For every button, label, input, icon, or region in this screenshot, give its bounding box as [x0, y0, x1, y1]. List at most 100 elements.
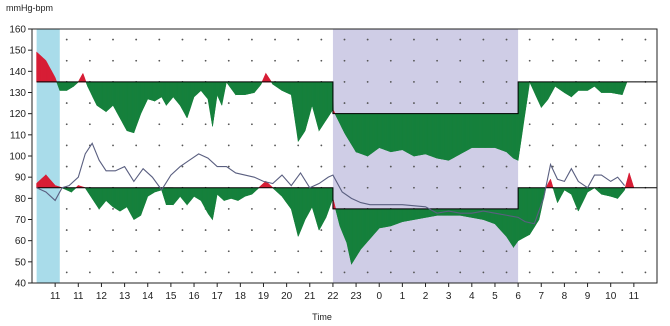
grid-dot	[158, 102, 160, 104]
grid-dot	[598, 60, 600, 62]
grid-dot	[274, 272, 276, 274]
x-tick-label: 2	[423, 291, 429, 302]
grid-dot	[552, 145, 554, 147]
grid-dot	[367, 102, 369, 104]
x-tick-label: 17	[212, 291, 224, 302]
grid-dot	[112, 123, 114, 125]
grid-dot	[506, 39, 508, 41]
grid-dot	[552, 39, 554, 41]
grid-dot	[390, 229, 392, 231]
grid-dot	[158, 123, 160, 125]
y-tick-label: 40	[15, 279, 27, 290]
grid-dot	[436, 166, 438, 168]
x-tick-label: 15	[165, 291, 177, 302]
grid-dot	[251, 208, 253, 210]
grid-dot	[66, 229, 68, 231]
grid-dot	[158, 272, 160, 274]
grid-dot	[297, 166, 299, 168]
grid-dot	[251, 123, 253, 125]
grid-dot	[344, 60, 346, 62]
grid-dot	[112, 272, 114, 274]
grid-dot	[413, 187, 415, 189]
grid-dot	[182, 250, 184, 252]
grid-dot	[158, 208, 160, 210]
grid-dot	[320, 272, 322, 274]
grid-dot	[598, 123, 600, 125]
grid-dot	[135, 250, 137, 252]
grid-dot	[320, 229, 322, 231]
grid-dot	[621, 166, 623, 168]
grid-dot	[205, 39, 207, 41]
x-tick-label: 10	[605, 291, 617, 302]
grid-dot	[344, 39, 346, 41]
y-tick-label: 80	[15, 194, 27, 205]
grid-dot	[506, 166, 508, 168]
grid-dot	[228, 272, 230, 274]
grid-dot	[135, 166, 137, 168]
grid-dot	[598, 166, 600, 168]
grid-dot	[413, 81, 415, 83]
grid-dot	[297, 250, 299, 252]
grid-dot	[89, 102, 91, 104]
grid-dot	[344, 81, 346, 83]
grid-dot	[344, 272, 346, 274]
grid-dot	[228, 250, 230, 252]
grid-dot	[228, 123, 230, 125]
y-tick-label: 50	[15, 257, 27, 268]
grid-dot	[621, 145, 623, 147]
grid-dot	[645, 123, 647, 125]
grid-dot	[251, 272, 253, 274]
grid-dot	[575, 102, 577, 104]
grid-dot	[552, 102, 554, 104]
grid-dot	[436, 102, 438, 104]
grid-dot	[228, 145, 230, 147]
grid-dot	[621, 39, 623, 41]
grid-dot	[274, 229, 276, 231]
grid-dot	[251, 60, 253, 62]
grid-dot	[274, 145, 276, 147]
grid-dot	[645, 102, 647, 104]
grid-dot	[459, 187, 461, 189]
y-tick-label: 70	[15, 215, 27, 226]
grid-dot	[135, 145, 137, 147]
grid-dot	[552, 250, 554, 252]
grid-dot	[390, 250, 392, 252]
grid-dot	[529, 272, 531, 274]
grid-dot	[66, 102, 68, 104]
grid-dot	[228, 39, 230, 41]
grid-dot	[274, 39, 276, 41]
x-tick-label: 18	[235, 291, 247, 302]
grid-dot	[413, 166, 415, 168]
grid-dot	[575, 229, 577, 231]
grid-dot	[621, 60, 623, 62]
grid-dot	[205, 60, 207, 62]
grid-dot	[135, 272, 137, 274]
x-tick-label: 12	[96, 291, 108, 302]
grid-dot	[390, 102, 392, 104]
x-tick-label: 23	[351, 291, 363, 302]
grid-dot	[89, 60, 91, 62]
grid-dot	[413, 60, 415, 62]
grid-dot	[112, 166, 114, 168]
grid-dot	[506, 102, 508, 104]
grid-dot	[274, 102, 276, 104]
grid-dot	[529, 102, 531, 104]
grid-dot	[205, 102, 207, 104]
grid-dot	[251, 250, 253, 252]
grid-dot	[367, 60, 369, 62]
grid-dot	[297, 60, 299, 62]
x-tick-label: 22	[327, 291, 339, 302]
grid-dot	[436, 272, 438, 274]
x-tick-label: 11	[50, 291, 61, 302]
grid-dot	[89, 250, 91, 252]
x-tick-label: 5	[492, 291, 498, 302]
grid-dot	[621, 123, 623, 125]
grid-dot	[436, 229, 438, 231]
grid-dot	[66, 208, 68, 210]
grid-dot	[598, 272, 600, 274]
grid-dot	[135, 39, 137, 41]
grid-dot	[274, 166, 276, 168]
grid-dot	[135, 60, 137, 62]
grid-dot	[506, 250, 508, 252]
y-tick-label: 90	[15, 173, 27, 184]
